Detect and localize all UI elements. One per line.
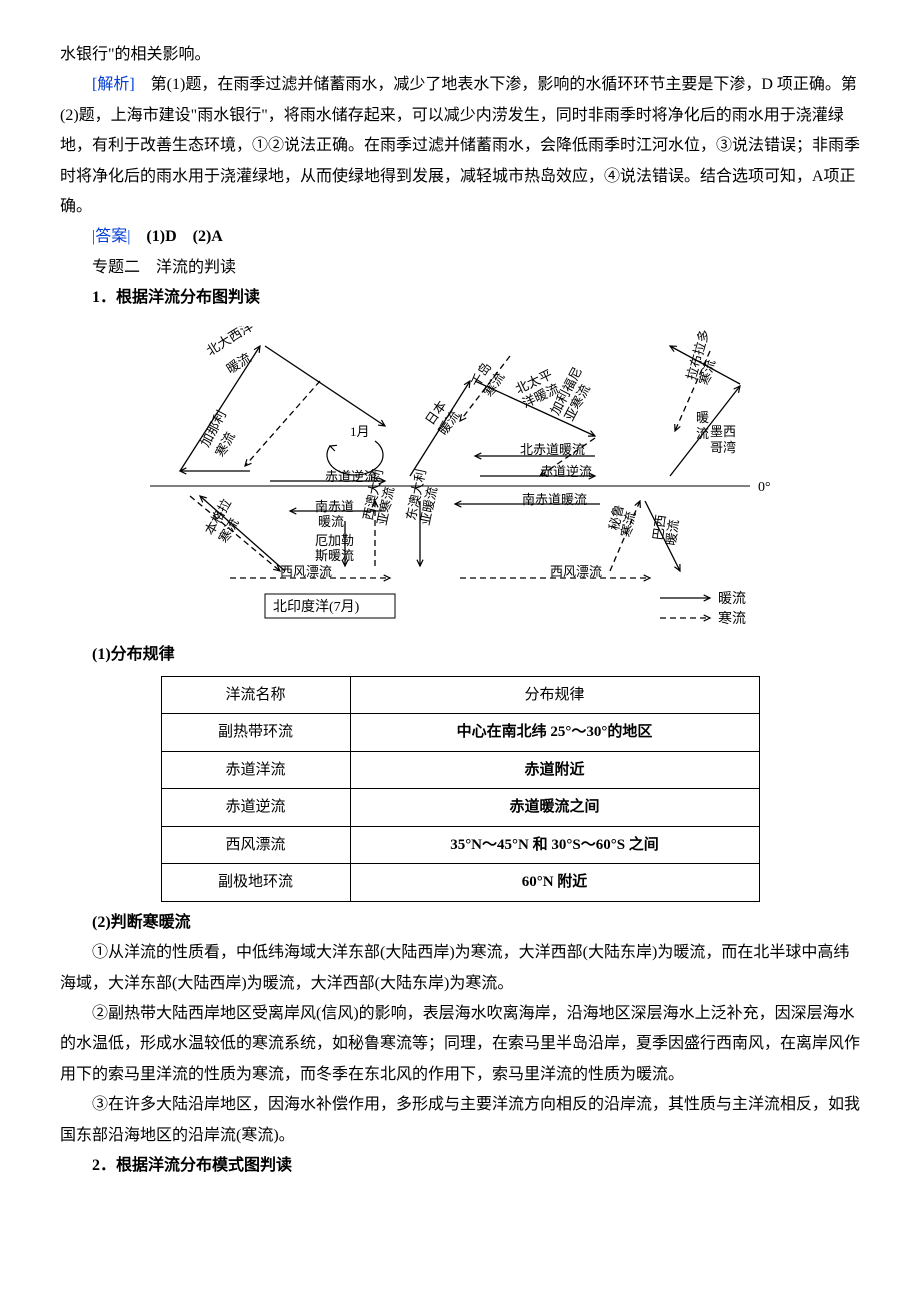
answer-label: |答案| bbox=[92, 228, 130, 245]
ocean-current-diagram: 0°北印度洋(7月)暖流寒流北大西洋暖流加那利寒流1月本格拉寒流赤道逆流南赤道暖… bbox=[140, 326, 780, 636]
svg-text:北赤道暖流: 北赤道暖流 bbox=[520, 442, 585, 457]
svg-text:赤道逆流: 赤道逆流 bbox=[540, 464, 592, 479]
table-row: 赤道洋流赤道附近 bbox=[161, 751, 759, 789]
table-row: 副热带环流中心在南北纬 25°～30°的地区 bbox=[161, 714, 759, 752]
section-1-title: 1．根据洋流分布图判读 bbox=[60, 283, 860, 313]
topic-title: 专题二 洋流的判读 bbox=[60, 253, 860, 283]
svg-text:暖: 暖 bbox=[696, 410, 709, 425]
svg-text:南赤道: 南赤道 bbox=[315, 499, 354, 514]
continuation-text: 水银行"的相关影响。 bbox=[60, 40, 860, 70]
svg-text:暖流: 暖流 bbox=[718, 591, 746, 607]
analysis-body: 第(1)题，在雨季过滤并储蓄雨水，减少了地表水下渗，影响的水循环环节主要是下渗，… bbox=[60, 76, 860, 215]
table-row: 西风漂流35°N～45°N 和 30°S～60°S 之间 bbox=[161, 826, 759, 864]
svg-text:斯暖流: 斯暖流 bbox=[315, 548, 354, 563]
table-cell: 赤道洋流 bbox=[161, 751, 350, 789]
svg-text:1月: 1月 bbox=[350, 424, 370, 439]
table-row: 副极地环流60°N 附近 bbox=[161, 864, 759, 902]
svg-text:哥湾: 哥湾 bbox=[710, 440, 736, 455]
svg-text:北印度洋(7月): 北印度洋(7月) bbox=[273, 599, 360, 615]
th-rule: 分布规律 bbox=[350, 676, 759, 714]
table-cell: 副极地环流 bbox=[161, 864, 350, 902]
table-cell: 西风漂流 bbox=[161, 826, 350, 864]
svg-text:西风漂流: 西风漂流 bbox=[280, 564, 332, 579]
svg-text:墨西: 墨西 bbox=[710, 424, 736, 439]
svg-text:南赤道暖流: 南赤道暖流 bbox=[522, 492, 587, 507]
svg-text:西风漂流: 西风漂流 bbox=[550, 564, 602, 579]
th-name: 洋流名称 bbox=[161, 676, 350, 714]
table-cell: 中心在南北纬 25°～30°的地区 bbox=[350, 714, 759, 752]
distribution-table: 洋流名称 分布规律 副热带环流中心在南北纬 25°～30°的地区赤道洋流赤道附近… bbox=[161, 676, 760, 902]
section-2-title: 2．根据洋流分布模式图判读 bbox=[60, 1151, 860, 1181]
table-cell: 赤道逆流 bbox=[161, 789, 350, 827]
answer-text: (1)D (2)A bbox=[130, 228, 222, 245]
svg-text:流: 流 bbox=[696, 426, 709, 441]
subsection-1-2: (2)判断寒暖流 bbox=[60, 908, 860, 938]
table-cell: 赤道附近 bbox=[350, 751, 759, 789]
table-cell: 副热带环流 bbox=[161, 714, 350, 752]
svg-text:暖流: 暖流 bbox=[318, 514, 344, 529]
table-cell: 60°N 附近 bbox=[350, 864, 759, 902]
table-row: 赤道逆流赤道暖流之间 bbox=[161, 789, 759, 827]
para-c: ③在许多大陆沿岸地区，因海水补偿作用，多形成与主要洋流方向相反的沿岸流，其性质与… bbox=[60, 1090, 860, 1151]
analysis-paragraph: [解析] 第(1)题，在雨季过滤并储蓄雨水，减少了地表水下渗，影响的水循环环节主… bbox=[60, 70, 860, 222]
table-header-row: 洋流名称 分布规律 bbox=[161, 676, 759, 714]
answer-line: |答案| (1)D (2)A bbox=[60, 222, 860, 252]
svg-text:寒流: 寒流 bbox=[718, 610, 746, 627]
svg-text:暖流: 暖流 bbox=[663, 518, 681, 546]
analysis-label: [解析] bbox=[92, 76, 135, 93]
svg-text:0°: 0° bbox=[758, 480, 771, 495]
svg-text:暖流: 暖流 bbox=[224, 350, 254, 377]
table-cell: 35°N～45°N 和 30°S～60°S 之间 bbox=[350, 826, 759, 864]
para-b: ②副热带大陆西岸地区受离岸风(信风)的影响，表层海水吹离海岸，沿海地区深层海水上… bbox=[60, 999, 860, 1090]
table-cell: 赤道暖流之间 bbox=[350, 789, 759, 827]
svg-text:厄加勒: 厄加勒 bbox=[315, 533, 354, 548]
para-a: ①从洋流的性质看，中低纬海域大洋东部(大陆西岸)为寒流，大洋西部(大陆东岸)为暖… bbox=[60, 938, 860, 999]
subsection-1-1: (1)分布规律 bbox=[60, 640, 860, 670]
